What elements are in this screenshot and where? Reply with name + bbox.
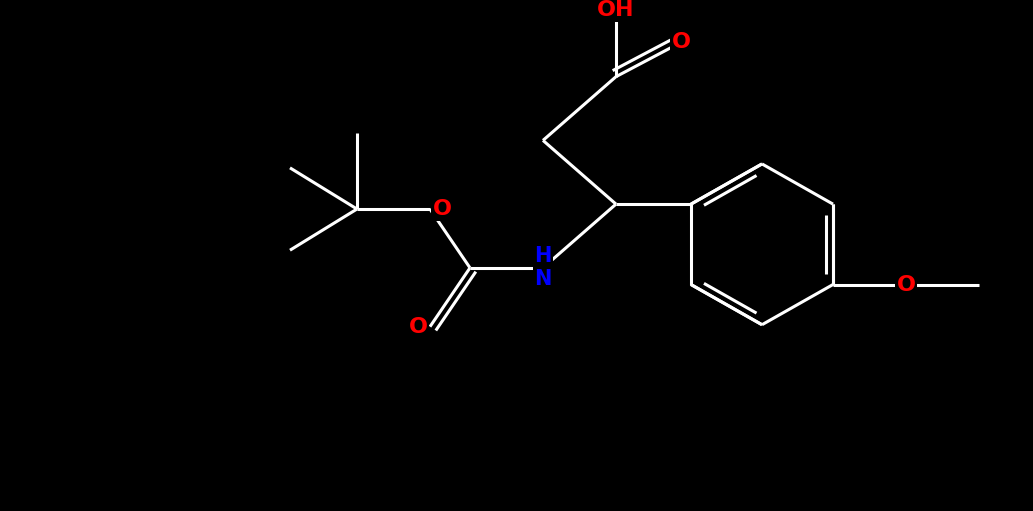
- Text: OH: OH: [597, 0, 634, 20]
- Text: O: O: [408, 317, 428, 337]
- Text: H
N: H N: [534, 246, 552, 289]
- Text: O: O: [671, 32, 690, 52]
- Text: O: O: [897, 274, 915, 294]
- Text: O: O: [433, 199, 451, 219]
